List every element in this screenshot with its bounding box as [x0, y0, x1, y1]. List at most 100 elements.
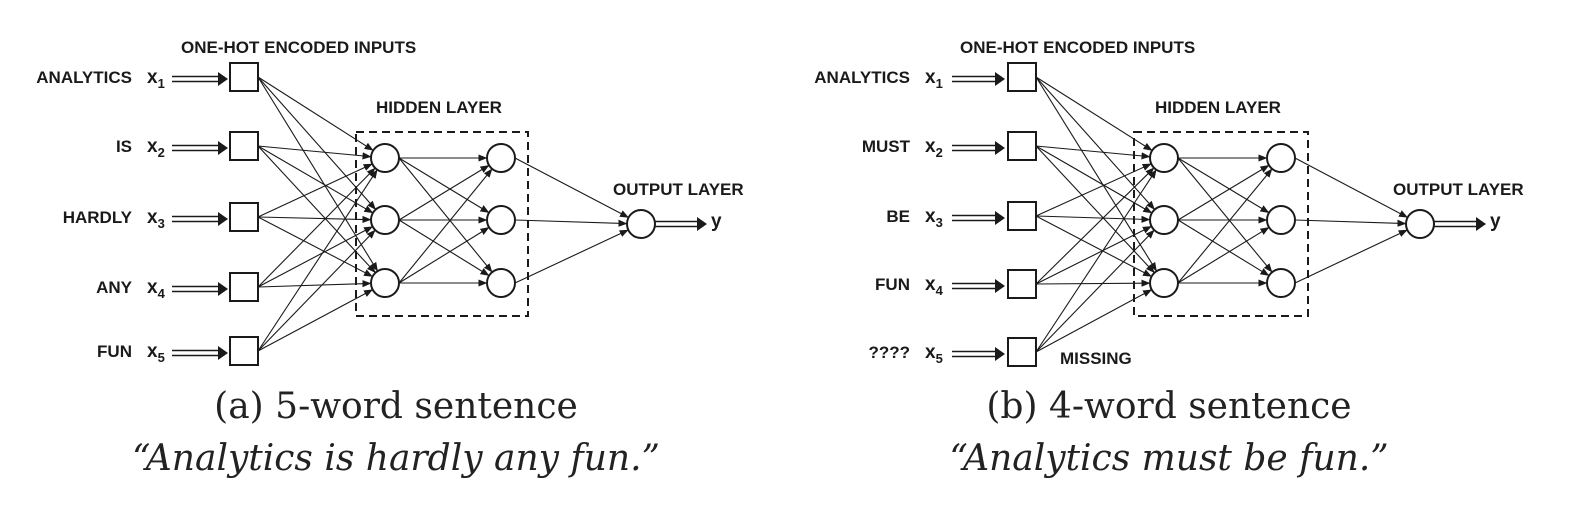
- input-word-label: FUN: [875, 275, 910, 294]
- edge-hidden1-3-to-hidden2-2: [398, 227, 490, 284]
- edge-hidden2-3-to-output: [514, 229, 629, 284]
- input-arrow: [952, 211, 1005, 225]
- edge-input-5-to-hidden1-2: [1035, 229, 1155, 353]
- edge-hidden1-1-to-hidden2-2: [1177, 157, 1270, 213]
- output-node: [1405, 209, 1435, 239]
- input-node: [1007, 201, 1037, 231]
- edge-hidden1-3-to-hidden2-2: [1177, 227, 1270, 284]
- input-word-label: MUST: [862, 137, 911, 156]
- panel-sentence: “Analytics is hardly any fun.”: [132, 438, 660, 479]
- output-variable-label: y: [1490, 211, 1501, 232]
- input-arrow: [952, 279, 1005, 293]
- edge-input-3-to-hidden1-1: [1035, 163, 1152, 217]
- input-word-label: ????: [868, 343, 910, 362]
- edge-hidden2-2-to-output: [514, 219, 628, 227]
- output-arrow: [1434, 217, 1486, 231]
- edge-hidden2-1-to-output: [514, 157, 629, 218]
- edge-hidden1-3-to-hidden2-1: [1177, 168, 1273, 284]
- hidden-node-layer1: [1149, 205, 1179, 235]
- output-layer-title: OUTPUT LAYER: [613, 180, 744, 199]
- edge-input-3-to-hidden1-3: [1035, 215, 1152, 277]
- output-arrow: [655, 217, 707, 231]
- input-variable-label: x5: [925, 342, 943, 366]
- hidden-node-layer1: [1149, 268, 1179, 298]
- edge-input-3-to-hidden1-3: [257, 216, 373, 277]
- input-node: [1007, 131, 1037, 161]
- input-variable-label: x1: [925, 67, 943, 91]
- input-word-label: ANY: [96, 278, 133, 297]
- panel-b: ONE-HOT ENCODED INPUTS HIDDEN LAYER OUTPUT…: [814, 38, 1523, 479]
- edge-input-4-to-hidden1-2: [257, 226, 373, 288]
- input-arrow: [172, 346, 228, 360]
- edge-input-3-to-hidden1-2: [1035, 215, 1151, 223]
- edge-input-2-to-hidden1-3: [1035, 145, 1155, 274]
- edge-input-4-to-hidden1-1: [1035, 167, 1155, 285]
- edge-hidden2-1-to-output: [1294, 157, 1408, 218]
- panel-caption: (a) 5-word sentence: [214, 386, 578, 427]
- input-variable-label: x3: [147, 207, 165, 231]
- input-node: [229, 272, 259, 302]
- edge-input-1-to-hidden1-3: [257, 76, 378, 272]
- input-node: [229, 131, 259, 161]
- inputs-layer-title: ONE-HOT ENCODED INPUTS: [960, 38, 1195, 57]
- hidden-node-layer1: [1149, 143, 1179, 173]
- hidden-layer-box: [355, 131, 529, 317]
- panel-sentence: “Analytics must be fun.”: [949, 438, 1388, 479]
- input-arrow: [172, 212, 228, 226]
- edge-hidden1-1-to-hidden2-2: [398, 157, 490, 213]
- edge-input-5-to-hidden1-2: [257, 229, 376, 352]
- input-node: [229, 202, 259, 232]
- missing-note: MISSING: [1060, 349, 1132, 368]
- input-variable-label: x3: [925, 206, 943, 230]
- input-variable-label: x2: [925, 136, 943, 160]
- input-word-label: ANALYTICS: [36, 68, 132, 87]
- edge-hidden2-2-to-output: [1294, 219, 1407, 227]
- edge-input-4-to-hidden1-2: [1035, 225, 1152, 285]
- input-node: [1007, 337, 1037, 367]
- hidden-node-layer1: [370, 143, 400, 173]
- input-arrow: [952, 347, 1005, 361]
- input-variable-label: x1: [147, 67, 165, 91]
- input-variable-label: x4: [147, 277, 166, 301]
- output-layer-title: OUTPUT LAYER: [1393, 180, 1524, 199]
- edge-input-2-to-hidden1-1: [1035, 145, 1151, 160]
- input-word-label: HARDLY: [63, 208, 133, 227]
- inputs-layer-title: ONE-HOT ENCODED INPUTS: [181, 38, 416, 57]
- input-arrow: [952, 141, 1005, 155]
- input-arrow: [172, 282, 228, 296]
- output-variable-label: y: [711, 211, 722, 232]
- hidden-node-layer2: [1266, 268, 1296, 298]
- hidden-layer-title: HIDDEN LAYER: [1155, 98, 1281, 117]
- hidden-node-layer2: [486, 143, 516, 173]
- edge-hidden1-1-to-hidden2-3: [398, 157, 493, 273]
- input-node: [1007, 269, 1037, 299]
- edge-hidden1-1-to-hidden2-3: [1177, 157, 1273, 273]
- input-word-label: ANALYTICS: [814, 68, 910, 87]
- hidden-node-layer2: [1266, 143, 1296, 173]
- edge-hidden1-2-to-hidden2-3: [398, 219, 490, 276]
- input-node: [229, 62, 259, 92]
- edge-input-5-to-hidden1-1: [1035, 169, 1157, 353]
- edge-hidden2-3-to-output: [1294, 229, 1408, 284]
- input-variable-label: x5: [147, 341, 165, 365]
- edge-input-5-to-hidden1-3: [1035, 289, 1153, 353]
- edge-hidden1-2-to-hidden2-1: [1177, 165, 1270, 221]
- edge-input-2-to-hidden1-2: [257, 145, 374, 214]
- edge-hidden1-2-to-hidden2-3: [1177, 219, 1270, 276]
- hidden-node-layer1: [370, 205, 400, 235]
- edge-input-2-to-hidden1-3: [257, 145, 376, 274]
- panel-caption: (b) 4-word sentence: [986, 386, 1351, 427]
- hidden-layer-title: HIDDEN LAYER: [376, 98, 502, 117]
- edge-input-2-to-hidden1-1: [257, 145, 372, 160]
- edge-input-1-to-hidden1-1: [257, 76, 374, 151]
- edge-input-1-to-hidden1-1: [1035, 76, 1153, 151]
- input-node: [1007, 62, 1037, 92]
- edge-input-4-to-hidden1-3: [1035, 279, 1151, 287]
- input-arrow: [172, 141, 228, 155]
- edge-input-1-to-hidden1-3: [1035, 76, 1157, 272]
- hidden-layer-box: [1133, 131, 1309, 317]
- hidden-node-layer2: [486, 205, 516, 235]
- input-arrow: [952, 72, 1005, 86]
- input-variable-label: x4: [925, 274, 944, 298]
